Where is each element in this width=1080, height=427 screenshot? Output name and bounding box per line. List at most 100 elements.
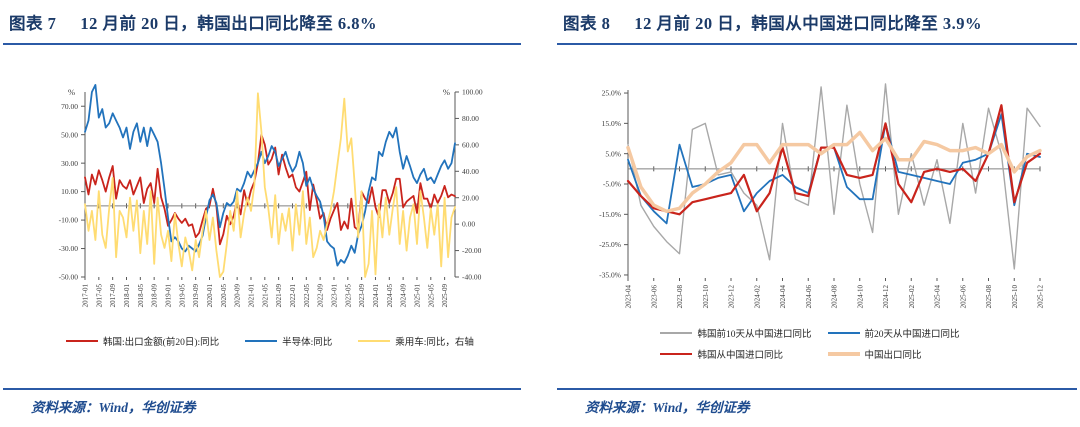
svg-text:5.0%: 5.0% [605, 149, 621, 158]
svg-text:2020-05: 2020-05 [220, 284, 228, 308]
svg-text:-10.00: -10.00 [59, 216, 79, 225]
source-note: 资料来源：Wind，华创证券 [3, 388, 521, 416]
svg-text:2022-09: 2022-09 [317, 284, 325, 308]
svg-text:2023-09: 2023-09 [358, 284, 366, 308]
svg-text:2021-01: 2021-01 [247, 284, 255, 308]
svg-text:100.00: 100.00 [462, 88, 483, 97]
legend-item: 半导体:同比 [245, 334, 332, 348]
korea-exports-chart: 70.00 50.00 30.00 10.00 -10.00 -30.00 -50.00 10… [59, 84, 483, 308]
svg-text:2018-01: 2018-01 [123, 284, 131, 308]
svg-text:2024-01: 2024-01 [372, 284, 380, 308]
series-line-2 [84, 92, 456, 278]
svg-text:2023-06: 2023-06 [650, 285, 658, 309]
source-text: 资料来源：Wind，华创证券 [31, 400, 196, 415]
svg-text:2025-12: 2025-12 [1037, 285, 1045, 309]
svg-text:2023-04: 2023-04 [625, 285, 633, 309]
legend-item: 韩国前10天从中国进口同比 [660, 326, 812, 340]
x-axis-labels: 2023-04 2023-06 2023-08 2023-10 2023-12 2024-… [625, 285, 1045, 309]
gray-line-swatch [660, 332, 693, 334]
source-note: 资料来源：Wind，华创证券 [557, 388, 1077, 416]
svg-text:2025-09: 2025-09 [441, 284, 449, 308]
yellow-line-swatch [358, 340, 391, 342]
svg-text:2023-10: 2023-10 [702, 285, 710, 309]
legend-imports-chart: 韩国前10天从中国进口同比 前20天从中国进口同比 韩国从中国进口同比 中国出口… [540, 326, 1080, 361]
svg-text:2018-09: 2018-09 [151, 284, 159, 308]
svg-text:0.00: 0.00 [462, 220, 475, 229]
svg-text:2021-05: 2021-05 [261, 284, 269, 308]
svg-text:2017-05: 2017-05 [95, 284, 103, 308]
figure-title-text: 12 月前 20 日，韩国出口同比降至 6.8% [80, 14, 377, 33]
svg-text:-30.00: -30.00 [59, 244, 79, 253]
peach-line-swatch [827, 352, 860, 356]
svg-text:2025-08: 2025-08 [985, 285, 993, 309]
svg-text:2019-01: 2019-01 [164, 284, 172, 308]
svg-text:-35.0%: -35.0% [599, 271, 621, 280]
svg-text:2021-09: 2021-09 [275, 284, 283, 308]
x-axis-labels: 2017-01 2017-05 2017-09 2018-01 2018-05 2018-… [82, 284, 450, 308]
svg-text:2025-01: 2025-01 [413, 284, 421, 308]
svg-text:2023-12: 2023-12 [728, 285, 736, 309]
svg-text:2025-02: 2025-02 [908, 285, 916, 309]
svg-text:60.00: 60.00 [462, 140, 479, 149]
svg-text:2022-01: 2022-01 [289, 284, 297, 308]
series-line-1 [84, 84, 456, 267]
svg-text:-5.0%: -5.0% [603, 180, 621, 189]
svg-text:-40.00: -40.00 [462, 273, 482, 282]
svg-text:2023-08: 2023-08 [676, 285, 684, 309]
figure-title-text: 12 月前 20 日，韩国从中国进口同比降至 3.9% [634, 14, 982, 33]
blue-line-swatch [827, 332, 860, 334]
svg-text:30.00: 30.00 [61, 159, 78, 168]
svg-text:2024-06: 2024-06 [805, 285, 813, 309]
svg-text:80.00: 80.00 [462, 114, 479, 123]
svg-text:-25.0%: -25.0% [599, 240, 621, 249]
svg-text:15.0%: 15.0% [602, 119, 621, 128]
svg-text:25.0%: 25.0% [602, 89, 621, 98]
series-line-3 [626, 130, 1042, 214]
red-line-swatch [66, 340, 99, 342]
legend-label: 韩国:出口金额(前20日):同比 [103, 338, 220, 348]
legend-label: 中国出口同比 [864, 351, 922, 361]
series-line-1 [627, 113, 1041, 225]
legend-item: 韩国:出口金额(前20日):同比 [66, 334, 219, 348]
chart-title-7: 图表 7 12 月前 20 日，韩国出口同比降至 6.8% [3, 6, 521, 45]
legend-item: 乘用车:同比，右轴 [358, 334, 474, 348]
svg-text:2024-02: 2024-02 [753, 285, 761, 309]
svg-text:40.00: 40.00 [462, 167, 479, 176]
right-axis-unit: % [443, 87, 450, 97]
legend-item: 前20天从中国进口同比 [827, 326, 960, 340]
svg-text:2024-12: 2024-12 [882, 285, 890, 309]
y-axis-labels: 70.00 50.00 30.00 10.00 -10.00 -30.00 -50.00 [59, 102, 79, 282]
axes [624, 90, 1041, 281]
legend-label: 韩国前10天从中国进口同比 [697, 330, 812, 340]
svg-text:2025-10: 2025-10 [1011, 285, 1019, 309]
axes [81, 91, 459, 280]
legend-label: 乘用车:同比，右轴 [395, 338, 474, 348]
svg-text:2019-09: 2019-09 [192, 284, 200, 308]
legend-label: 前20天从中国进口同比 [864, 330, 960, 340]
y2-axis-labels: 100.00 80.00 60.00 40.00 20.00 0.00 -20.00 -40.… [462, 88, 483, 282]
figure-number: 图表 7 [9, 14, 57, 33]
series-line-2 [626, 104, 1042, 216]
red-line-swatch [660, 352, 693, 356]
svg-text:2020-01: 2020-01 [206, 284, 214, 308]
blue-line-swatch [245, 340, 278, 342]
svg-text:2018-05: 2018-05 [137, 284, 145, 308]
svg-text:2017-09: 2017-09 [109, 284, 117, 308]
svg-text:2025-06: 2025-06 [959, 285, 967, 309]
svg-text:-15.0%: -15.0% [599, 210, 621, 219]
svg-text:-20.00: -20.00 [462, 246, 482, 255]
figure-number: 图表 8 [563, 14, 611, 33]
svg-text:2024-04: 2024-04 [779, 285, 787, 309]
left-axis-unit: % [68, 87, 75, 97]
legend-item: 韩国从中国进口同比 [660, 347, 811, 361]
svg-text:2023-05: 2023-05 [344, 284, 352, 308]
legend-exports-chart: 韩国:出口金额(前20日):同比 半导体:同比 乘用车:同比，右轴 [0, 334, 540, 348]
series-line-0 [84, 133, 456, 246]
svg-text:10.00: 10.00 [61, 187, 78, 196]
svg-text:2019-05: 2019-05 [178, 284, 186, 308]
svg-text:2025-05: 2025-05 [427, 284, 435, 308]
series-line-0 [627, 83, 1041, 270]
legend-label: 半导体:同比 [282, 338, 333, 348]
panel-korea-imports-from-china: 图表 8 12 月前 20 日，韩国从中国进口同比降至 3.9% 25.0% 15.… [540, 0, 1080, 427]
